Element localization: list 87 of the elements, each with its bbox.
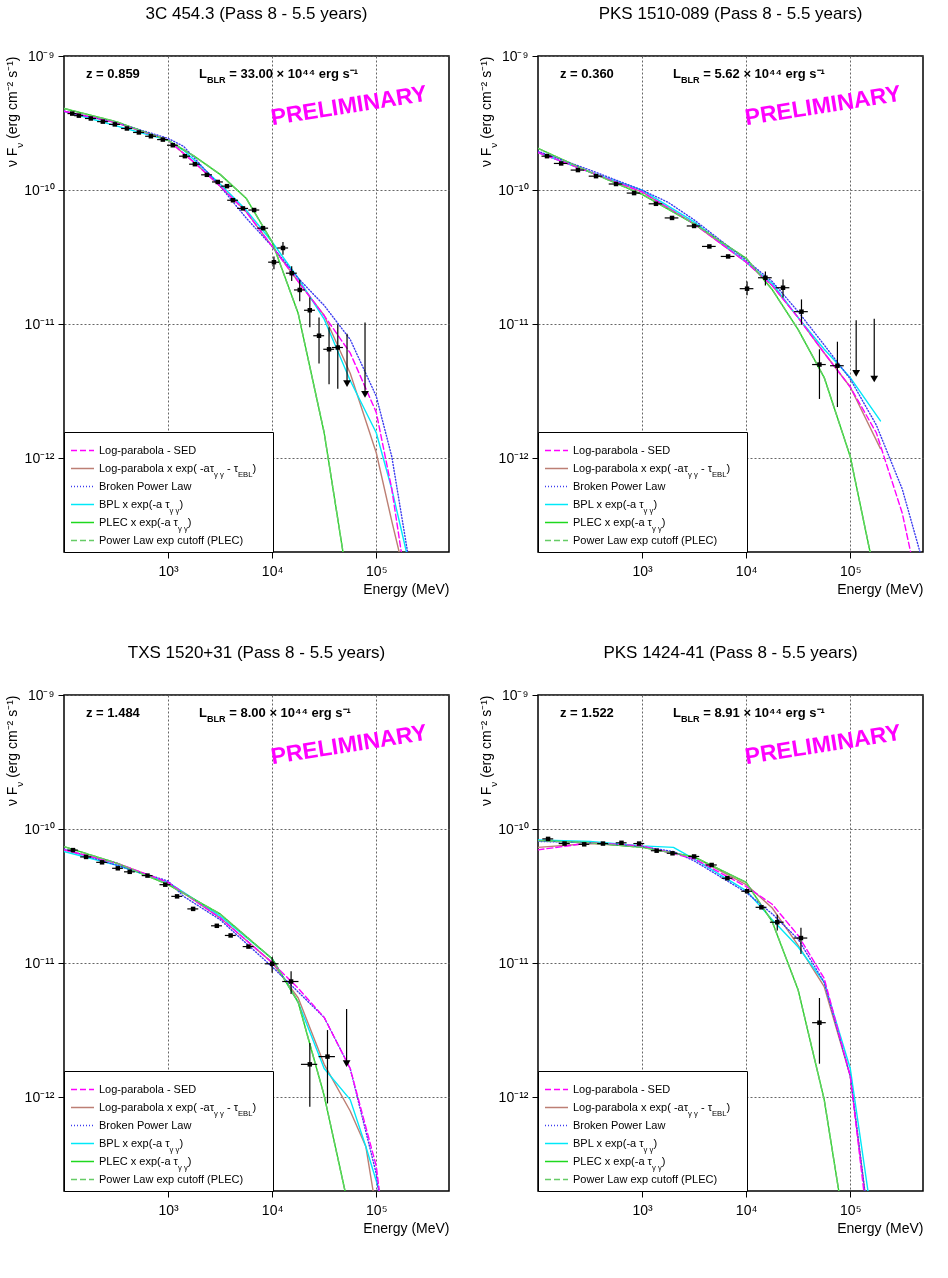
x-tick-label: 10⁴ <box>735 562 758 579</box>
legend-label: Log-parabola x exp( -aτ$_{γ γ}$ - τ$_{EBL}$) <box>99 1100 257 1117</box>
legend-label: Log-parabola - SED <box>99 443 197 456</box>
legend-label: PLEC x exp(-a τ$_{γ γ}$) <box>573 515 666 532</box>
point <box>725 254 731 259</box>
chart-title: PKS 1510-089 (Pass 8 - 5.5 years) <box>598 4 863 23</box>
legend-label: Power Law exp cutoff (PLEC) <box>573 533 718 546</box>
point <box>817 1020 822 1025</box>
y-tick-label: 10⁻¹¹ <box>24 954 55 971</box>
y-tick-label: 10⁻¹² <box>24 449 55 466</box>
legend-label: Broken Power Law <box>99 479 192 492</box>
point <box>744 286 750 291</box>
annotation: L$_{BLR}$ = 33.00 × 10⁴⁴ erg s⁻¹ <box>199 66 359 85</box>
x-tick-label: 10⁴ <box>261 562 284 579</box>
annotation: z = 0.859 <box>86 66 140 81</box>
x-axis-title: Energy (MeV) <box>363 580 450 597</box>
chart-title: TXS 1520+31 (Pass 8 - 5.5 years) <box>127 643 386 662</box>
x-tick-label: 10³ <box>158 1201 180 1218</box>
point <box>835 363 840 368</box>
point <box>725 876 730 881</box>
point <box>817 362 822 367</box>
annotation: z = 0.360 <box>560 66 614 81</box>
annotation: L$_{BLR}$ = 5.62 × 10⁴⁴ erg s⁻¹ <box>673 66 825 85</box>
annotation: z = 1.484 <box>86 705 141 720</box>
point <box>763 275 768 280</box>
annotation: L$_{BLR}$ = 8.91 × 10⁴⁴ erg s⁻¹ <box>673 705 825 724</box>
point <box>709 862 714 868</box>
y-tick-label: 10⁻⁹ <box>27 47 55 64</box>
legend-label: PLEC x exp(-a τ$_{γ γ}$) <box>99 1154 192 1171</box>
legend-label: PLEC x exp(-a τ$_{γ γ}$) <box>99 515 192 532</box>
legend-label: BPL x exp(-a τ$_{γ γ}$) <box>573 497 658 514</box>
legend-label: BPL x exp(-a τ$_{γ γ}$) <box>99 1136 184 1153</box>
point <box>691 854 697 859</box>
legend-label: Broken Power Law <box>99 1118 192 1131</box>
y-tick-label: 10⁻¹¹ <box>24 315 55 332</box>
chart-title: 3C 454.3 (Pass 8 - 5.5 years) <box>145 4 368 23</box>
x-tick-label: 10³ <box>632 562 654 579</box>
point <box>636 841 642 846</box>
legend-label: Log-parabola - SED <box>99 1082 197 1095</box>
annotation: z = 1.522 <box>560 705 614 720</box>
legend-label: Log-parabola - SED <box>573 1082 671 1095</box>
y-tick-label: 10⁻⁹ <box>27 686 55 703</box>
point <box>600 841 606 846</box>
x-tick-label: 10⁵ <box>840 562 862 579</box>
legend-label: Broken Power Law <box>573 1118 666 1131</box>
legend-label: BPL x exp(-a τ$_{γ γ}$) <box>573 1136 658 1153</box>
point <box>780 285 786 290</box>
legend-label: BPL x exp(-a τ$_{γ γ}$) <box>99 497 184 514</box>
legend-label: Log-parabola x exp( -aτ$_{γ γ}$ - τ$_{EBL}$) <box>99 461 257 478</box>
y-tick-label: 10⁻¹⁰ <box>24 181 55 198</box>
point <box>799 309 804 314</box>
y-tick-label: 10⁻¹⁰ <box>24 820 55 837</box>
annotation: L$_{BLR}$ = 8.00 × 10⁴⁴ erg s⁻¹ <box>199 705 351 724</box>
x-tick-label: 10⁵ <box>366 1201 388 1218</box>
point <box>558 161 564 166</box>
x-tick-label: 10³ <box>632 1201 654 1218</box>
y-tick-label: 10⁻¹² <box>498 1088 529 1105</box>
legend-label: Log-parabola x exp( -aτ$_{γ γ}$ - τ$_{EBL}$) <box>573 461 731 478</box>
y-tick-label: 10⁻¹¹ <box>498 315 529 332</box>
point <box>707 244 712 249</box>
x-tick-label: 10³ <box>158 562 180 579</box>
legend-label: Power Law exp cutoff (PLEC) <box>99 1172 244 1185</box>
x-tick-label: 10⁴ <box>735 1201 758 1218</box>
x-axis-title: Energy (MeV) <box>837 1219 924 1236</box>
y-tick-label: 10⁻¹² <box>498 449 529 466</box>
y-tick-label: 10⁻⁹ <box>501 47 529 64</box>
y-tick-label: 10⁻¹² <box>24 1088 55 1105</box>
point <box>562 841 567 846</box>
y-tick-label: 10⁻¹¹ <box>498 954 529 971</box>
point <box>581 842 587 847</box>
y-tick-label: 10⁻¹⁰ <box>498 820 529 837</box>
legend-label: Power Law exp cutoff (PLEC) <box>573 1172 718 1185</box>
legend-label: PLEC x exp(-a τ$_{γ γ}$) <box>573 1154 666 1171</box>
point <box>654 848 659 853</box>
legend-label: Log-parabola x exp( -aτ$_{γ γ}$ - τ$_{EBL}$) <box>573 1100 731 1117</box>
x-axis-title: Energy (MeV) <box>837 580 924 597</box>
y-tick-label: 10⁻¹⁰ <box>498 181 529 198</box>
y-tick-label: 10⁻⁹ <box>501 686 529 703</box>
x-tick-label: 10⁵ <box>840 1201 862 1218</box>
x-axis-title: Energy (MeV) <box>363 1219 450 1236</box>
legend-label: Power Law exp cutoff (PLEC) <box>99 533 244 546</box>
x-tick-label: 10⁴ <box>261 1201 284 1218</box>
legend-label: Log-parabola - SED <box>573 443 671 456</box>
legend-label: Broken Power Law <box>573 479 666 492</box>
point <box>619 840 624 846</box>
chart-title: PKS 1424-41 (Pass 8 - 5.5 years) <box>603 643 858 662</box>
x-tick-label: 10⁵ <box>366 562 388 579</box>
